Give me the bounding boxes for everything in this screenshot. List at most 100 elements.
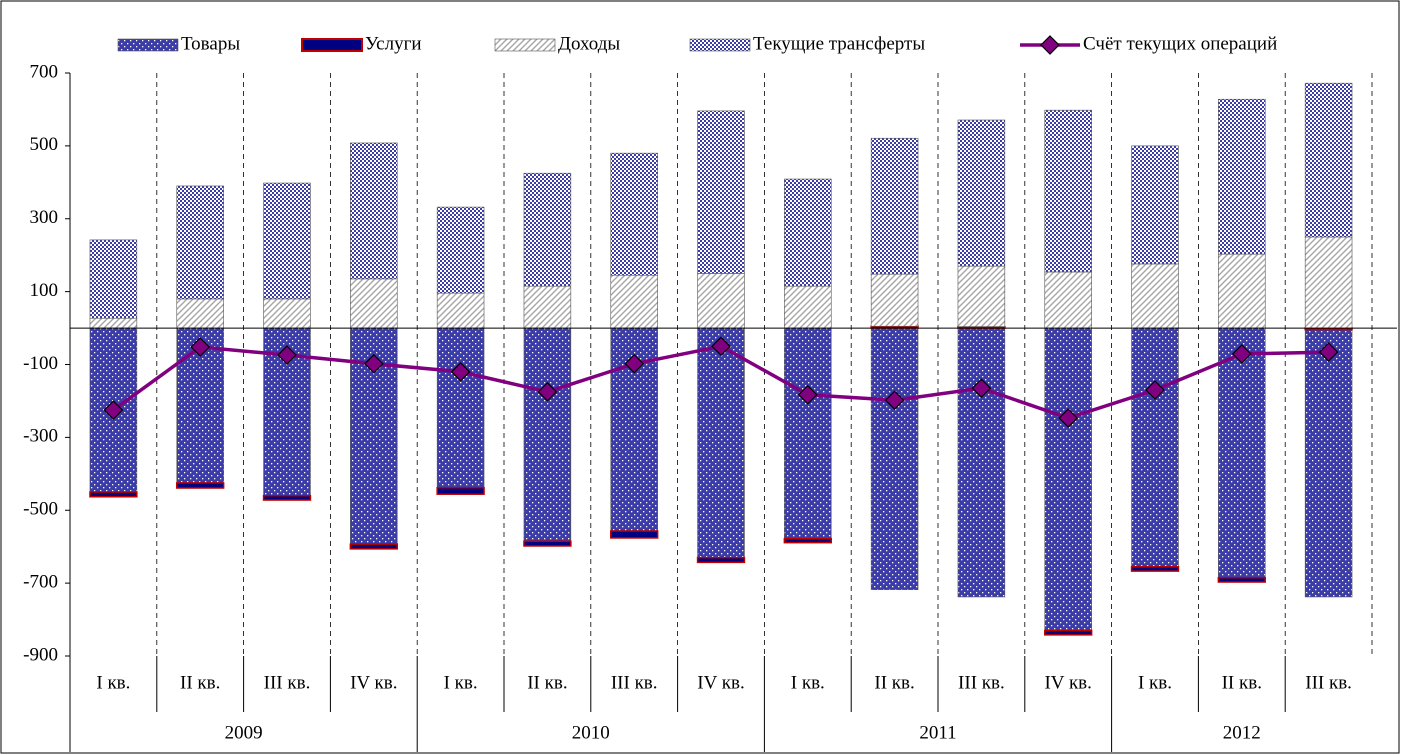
line-marker bbox=[1318, 342, 1339, 362]
bar bbox=[1304, 327, 1353, 598]
legend-swatch bbox=[301, 38, 363, 52]
bar bbox=[350, 142, 398, 280]
x-tick-label: IV кв. bbox=[1044, 672, 1091, 693]
line-marker bbox=[1145, 380, 1165, 400]
y-tick-label: 700 bbox=[30, 61, 59, 82]
line-marker bbox=[711, 336, 731, 357]
x-tick-label: III кв. bbox=[1305, 672, 1352, 693]
bar bbox=[1131, 263, 1179, 329]
y-tick-label: -900 bbox=[23, 644, 58, 665]
bar bbox=[870, 137, 919, 275]
y-tick-label: -700 bbox=[23, 571, 58, 592]
bar bbox=[957, 327, 1006, 598]
line-marker bbox=[971, 378, 992, 399]
line-marker bbox=[277, 345, 297, 365]
bar bbox=[436, 292, 485, 329]
x-tick-label: I кв. bbox=[444, 672, 478, 693]
bar bbox=[89, 239, 138, 319]
bar bbox=[1218, 327, 1266, 578]
x-tick-label: I кв. bbox=[1138, 672, 1172, 693]
bar bbox=[436, 486, 485, 495]
bar bbox=[262, 494, 312, 501]
group-label: 2010 bbox=[572, 722, 610, 743]
bar bbox=[176, 298, 224, 329]
bar bbox=[1218, 253, 1266, 329]
x-tick-label: II кв. bbox=[527, 672, 567, 693]
y-tick-label: 300 bbox=[30, 207, 59, 228]
bar bbox=[1044, 327, 1092, 631]
bar bbox=[89, 317, 138, 329]
bar bbox=[1131, 145, 1179, 265]
x-tick-label: III кв. bbox=[611, 672, 658, 693]
bar bbox=[1044, 109, 1092, 273]
bar bbox=[784, 285, 832, 329]
bar bbox=[784, 327, 832, 539]
legend-label: Доходы bbox=[558, 33, 620, 54]
bar bbox=[89, 491, 138, 498]
bar bbox=[176, 185, 224, 300]
y-tick-label: 100 bbox=[30, 280, 59, 301]
legend-label: Счёт текущих операций bbox=[1083, 33, 1277, 54]
bar bbox=[436, 206, 485, 294]
line-marker bbox=[797, 384, 818, 405]
bar bbox=[523, 540, 572, 547]
bar bbox=[610, 274, 658, 329]
bar bbox=[1044, 629, 1093, 636]
bar bbox=[350, 278, 398, 329]
x-tick-label: III кв. bbox=[958, 672, 1005, 693]
bar bbox=[610, 152, 658, 276]
bar bbox=[957, 265, 1006, 327]
x-tick-label: II кв. bbox=[874, 672, 914, 693]
legend-label: Товары bbox=[181, 33, 240, 54]
bar bbox=[697, 273, 745, 329]
y-tick-label: -300 bbox=[23, 426, 58, 447]
line-marker bbox=[1058, 408, 1079, 428]
bar bbox=[1044, 271, 1092, 329]
line-marker bbox=[450, 361, 471, 382]
bar bbox=[263, 298, 311, 329]
bar bbox=[176, 482, 225, 489]
x-tick-label: IV кв. bbox=[350, 672, 397, 693]
y-tick-label: 500 bbox=[30, 134, 59, 155]
bar bbox=[1218, 98, 1266, 255]
legend-label: Текущие трансферты bbox=[753, 33, 925, 54]
y-tick-label: -100 bbox=[23, 353, 58, 374]
legend-label: Услуги bbox=[365, 33, 422, 54]
bar bbox=[523, 285, 572, 329]
legend-swatch bbox=[117, 38, 179, 52]
line-marker bbox=[190, 337, 211, 357]
x-tick-label: IV кв. bbox=[697, 672, 744, 693]
line-marker bbox=[363, 353, 384, 374]
bar bbox=[1304, 236, 1353, 329]
bar bbox=[523, 172, 572, 287]
bar bbox=[263, 182, 311, 300]
bar bbox=[784, 178, 832, 287]
bar bbox=[696, 556, 746, 564]
bar bbox=[957, 119, 1006, 267]
bar bbox=[870, 273, 919, 327]
line-marker bbox=[537, 381, 558, 402]
bar bbox=[436, 327, 485, 488]
bar bbox=[697, 327, 745, 558]
bar bbox=[523, 327, 572, 542]
line-marker bbox=[624, 353, 645, 374]
bar bbox=[1130, 565, 1180, 572]
bar bbox=[783, 537, 832, 544]
bar bbox=[610, 530, 659, 539]
bar bbox=[697, 110, 745, 274]
legend-swatch bbox=[689, 38, 751, 52]
group-label: 2009 bbox=[225, 722, 263, 743]
line-marker bbox=[884, 390, 905, 411]
line-marker bbox=[1231, 344, 1252, 364]
bar bbox=[1304, 82, 1353, 238]
bar bbox=[1131, 327, 1179, 568]
x-tick-label: III кв. bbox=[264, 672, 311, 693]
group-label: 2011 bbox=[919, 722, 956, 743]
bar bbox=[870, 327, 919, 590]
line-marker bbox=[103, 400, 124, 420]
x-tick-label: I кв. bbox=[96, 672, 130, 693]
legend-swatch bbox=[494, 38, 556, 52]
group-label: 2012 bbox=[1223, 722, 1261, 743]
legend-marker bbox=[1040, 35, 1060, 55]
